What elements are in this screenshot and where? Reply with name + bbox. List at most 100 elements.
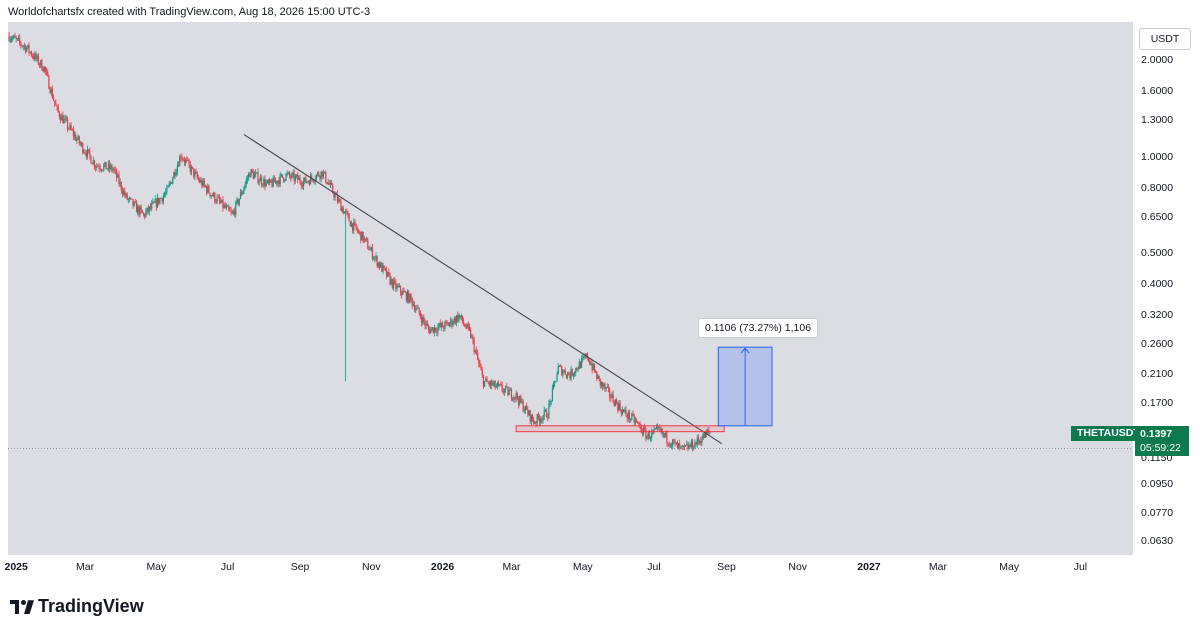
candle-body bbox=[486, 378, 488, 382]
candle-body bbox=[686, 444, 688, 446]
candle-body bbox=[24, 45, 27, 52]
candle-body bbox=[65, 118, 68, 120]
price-tick-label: 0.6500 bbox=[1141, 210, 1174, 223]
candle-body bbox=[568, 372, 570, 375]
price-chart-area[interactable] bbox=[8, 22, 1133, 555]
candle-body bbox=[96, 165, 98, 168]
candle-body bbox=[604, 384, 606, 389]
candle-body bbox=[416, 307, 418, 310]
candle-body bbox=[279, 174, 281, 185]
candle-body bbox=[682, 445, 684, 447]
candle-body bbox=[461, 315, 464, 322]
candle-body bbox=[432, 327, 434, 333]
candle-body bbox=[99, 168, 101, 170]
price-axis[interactable]: 2.0000 1.6000 1.3000 1.0000 0.8000 0.6500 0.50… bbox=[1133, 22, 1200, 555]
price-tick-label: 0.0950 bbox=[1141, 478, 1174, 491]
candle-body bbox=[9, 39, 11, 42]
candle-body bbox=[300, 182, 302, 186]
candle-body bbox=[84, 152, 86, 154]
candle-body bbox=[499, 384, 501, 386]
candle-body bbox=[542, 416, 544, 421]
candle-body bbox=[582, 357, 584, 359]
candle-body bbox=[308, 181, 311, 185]
candle-body bbox=[239, 192, 242, 199]
candle-body bbox=[8, 35, 10, 42]
candle-body bbox=[380, 262, 382, 268]
candle-body bbox=[627, 412, 629, 419]
candle-body bbox=[577, 369, 579, 370]
candle-body bbox=[621, 409, 624, 414]
candle-body bbox=[155, 199, 157, 208]
candle-body bbox=[117, 174, 119, 178]
candle-body bbox=[298, 177, 300, 181]
candle-body bbox=[330, 182, 333, 185]
candle-body bbox=[353, 222, 355, 231]
candle-body bbox=[401, 292, 403, 295]
symbol-price-label: THETAUSDT bbox=[1071, 426, 1146, 441]
candle-body bbox=[225, 206, 228, 208]
candle-body bbox=[323, 171, 326, 173]
candle-body bbox=[451, 319, 453, 326]
candle-body bbox=[250, 169, 252, 177]
tradingview-logo-icon bbox=[10, 600, 34, 615]
candle-body bbox=[127, 199, 129, 200]
candle-body bbox=[603, 384, 605, 387]
candle-body bbox=[27, 44, 29, 48]
candle-body bbox=[472, 336, 474, 341]
candle-body bbox=[23, 45, 25, 47]
candle-body bbox=[130, 197, 132, 199]
candle-body bbox=[481, 370, 483, 376]
candle-body bbox=[700, 440, 702, 444]
candle-body bbox=[558, 365, 561, 367]
candle-body bbox=[406, 291, 409, 301]
candle-body bbox=[361, 231, 363, 241]
price-tick-label: 1.0000 bbox=[1141, 150, 1174, 163]
candle-body bbox=[434, 327, 437, 332]
candle-body bbox=[352, 223, 354, 231]
candle-body bbox=[175, 172, 177, 176]
candle-body bbox=[63, 118, 65, 124]
candle-body bbox=[455, 315, 458, 323]
candle-body bbox=[123, 191, 125, 195]
candle-body bbox=[593, 363, 596, 372]
candle-body bbox=[439, 323, 441, 327]
candle-body bbox=[235, 201, 237, 215]
candle-body bbox=[457, 315, 459, 321]
candle-body bbox=[343, 211, 346, 214]
candle-body bbox=[211, 195, 214, 197]
candle-body bbox=[238, 198, 240, 205]
candle-body bbox=[468, 327, 471, 330]
candle-body bbox=[86, 149, 89, 157]
candle-body bbox=[332, 184, 334, 193]
candle-body bbox=[28, 44, 30, 53]
candle-body bbox=[554, 381, 556, 384]
candle-body bbox=[91, 163, 93, 165]
candle-body bbox=[436, 331, 438, 333]
currency-selector[interactable]: USDT bbox=[1139, 28, 1191, 50]
candle-body bbox=[392, 280, 395, 288]
candle-body bbox=[644, 427, 646, 430]
candle-body bbox=[478, 359, 480, 364]
candle-body bbox=[147, 207, 149, 212]
candle-body bbox=[571, 369, 573, 376]
candle-body bbox=[48, 75, 50, 89]
candle-body bbox=[201, 180, 203, 187]
candle-body bbox=[412, 304, 414, 306]
candlestick-chart[interactable] bbox=[8, 22, 1133, 555]
candle-body bbox=[305, 177, 307, 183]
time-axis[interactable]: 2025 Mar May Jul Sep Nov 2026 Mar May Jul Sep Nov 20… bbox=[4, 555, 1133, 580]
candle-body bbox=[584, 356, 586, 358]
candle-body bbox=[156, 197, 159, 208]
candle-body bbox=[102, 169, 104, 171]
candle-body bbox=[112, 169, 114, 171]
price-range-measure-label: 0.1106 (73.27%) 1,106 bbox=[698, 318, 819, 338]
candle-body bbox=[232, 211, 235, 214]
candle-body bbox=[677, 443, 680, 448]
time-tick-label: Sep bbox=[290, 561, 310, 573]
candle-body bbox=[465, 326, 467, 328]
last-price-value: 0.1397 bbox=[1140, 428, 1173, 440]
candle-body bbox=[670, 445, 673, 447]
candle-body bbox=[433, 327, 436, 333]
candle-body bbox=[418, 307, 420, 314]
candle-body bbox=[311, 175, 313, 179]
